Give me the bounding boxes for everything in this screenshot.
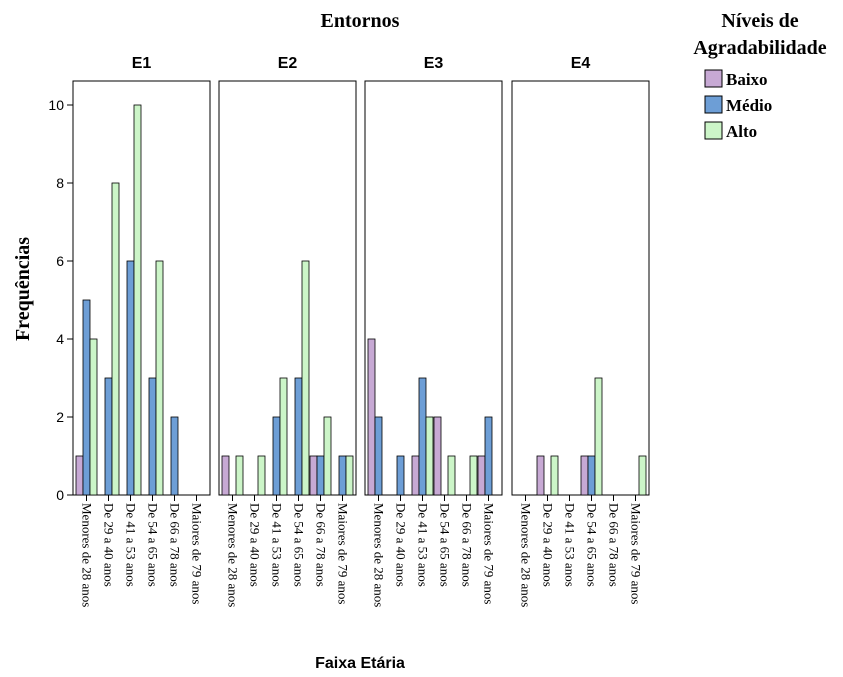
bar-e2-alto: [235, 455, 244, 496]
bar-e4-baixo: [580, 455, 589, 496]
legend-title-line2: Agradabilidade: [693, 37, 826, 59]
legend-title-line1: Níveis de: [721, 10, 798, 32]
x-tick-label: De 66 a 78 anos: [607, 503, 622, 587]
x-tick-label: Maiores de 79 anos: [190, 503, 205, 604]
bar-e2-alto: [279, 377, 288, 496]
legend-swatch-alto: [704, 121, 723, 140]
x-tick-label: De 29 a 40 anos: [541, 503, 556, 587]
bar-e4-alto: [594, 377, 603, 496]
bar-e1-alto: [133, 104, 142, 496]
legend-swatch-medio: [704, 95, 723, 114]
x-tick-label: De 41 a 53 anos: [416, 503, 431, 587]
x-tick-label: Menores de 28 anos: [519, 503, 534, 607]
bar-e2-alto: [257, 455, 266, 496]
bar-e1-baixo: [75, 455, 84, 496]
bar-e3-baixo: [367, 338, 376, 496]
y-tick-label: 6: [56, 253, 64, 269]
bar-e2-medio: [316, 455, 325, 496]
bar-e2-alto: [323, 416, 332, 496]
x-tick-label: De 54 a 65 anos: [585, 503, 600, 587]
bar-e3-medio: [396, 455, 405, 496]
bar-e4-baixo: [536, 455, 545, 496]
bar-e2-baixo: [309, 455, 318, 496]
x-tick-label: De 29 a 40 anos: [248, 503, 263, 587]
bar-e4-alto: [550, 455, 559, 496]
bar-e1-medio: [148, 377, 157, 496]
x-tick-label: Menores de 28 anos: [80, 503, 95, 607]
bar-e4-medio: [587, 455, 596, 496]
bar-e3-medio: [374, 416, 383, 496]
y-tick-label: 4: [56, 331, 64, 347]
legend-label-medio: Médio: [726, 96, 772, 115]
bar-e3-baixo: [477, 455, 486, 496]
chart-title: Entornos: [321, 10, 400, 32]
bar-e3-baixo: [433, 416, 442, 496]
bar-e1-alto: [155, 260, 164, 496]
y-tick-label: 8: [56, 175, 64, 191]
bar-e1-medio: [104, 377, 113, 496]
bar-e1-medio: [126, 260, 135, 496]
x-tick-label: De 41 a 53 anos: [124, 503, 139, 587]
x-tick-label: De 54 a 65 anos: [292, 503, 307, 587]
legend-label-alto: Alto: [726, 122, 757, 141]
panel-frame-e1: [72, 80, 211, 496]
bar-e2-alto: [345, 455, 354, 496]
x-tick-label: Menores de 28 anos: [372, 503, 387, 607]
x-tick-label: Maiores de 79 anos: [336, 503, 351, 604]
panel-e1: E1 Menores de 28 anos De 29 a 40 anos De 41…: [72, 55, 211, 607]
x-tick-label: De 54 a 65 anos: [438, 503, 453, 587]
x-tick-label: De 41 a 53 anos: [270, 503, 285, 587]
bar-e2-alto: [301, 260, 310, 496]
y-axis-label: Frequências: [12, 237, 34, 341]
panel-title-e4: E4: [571, 55, 591, 72]
bar-e2-medio: [294, 377, 303, 496]
bar-e2-medio: [338, 455, 347, 496]
x-tick-label: De 29 a 40 anos: [102, 503, 117, 587]
legend-swatch-baixo: [704, 69, 723, 88]
bar-e3-medio: [484, 416, 493, 496]
x-tick-label: De 66 a 78 anos: [314, 503, 329, 587]
bar-e4-alto: [638, 455, 647, 496]
bar-e3-alto: [469, 455, 478, 496]
x-tick-label: Menores de 28 anos: [226, 503, 241, 607]
panel-title-e1: E1: [132, 55, 152, 72]
panel-e2: E2 Menores de 28 anos De 29 a 40 anos De 41…: [218, 55, 357, 607]
x-tick-label: De 54 a 65 anos: [146, 503, 161, 587]
legend-label-baixo: Baixo: [726, 70, 768, 89]
bar-e3-baixo: [411, 455, 420, 496]
x-tick-label: De 66 a 78 anos: [460, 503, 475, 587]
panel-title-e2: E2: [278, 55, 298, 72]
bar-e1-medio: [82, 299, 91, 496]
x-tick-label: De 41 a 53 anos: [563, 503, 578, 587]
x-axis-label: Faixa Etária: [315, 655, 405, 672]
panel-frame-e4: [511, 80, 650, 496]
panel-frame-e2: [218, 80, 357, 496]
bar-e3-alto: [425, 416, 434, 496]
bar-e3-medio: [418, 377, 427, 496]
panel-frame-e3: [364, 80, 503, 496]
panel-title-e3: E3: [424, 55, 444, 72]
bar-e3-alto: [447, 455, 456, 496]
y-tick-label: 0: [56, 487, 64, 503]
bar-e1-alto: [111, 182, 120, 496]
x-tick-label: Maiores de 79 anos: [629, 503, 644, 604]
bar-e1-alto: [89, 338, 98, 496]
x-tick-label: De 29 a 40 anos: [394, 503, 409, 587]
bar-e2-medio: [272, 416, 281, 496]
y-tick-label: 2: [56, 409, 64, 425]
panel-e4: E4 Menores de 28 anos De 29 a 40 anos De 41…: [511, 55, 650, 607]
panel-e3: E3 Menores de 28 anos De 29 a 40 anos De 41…: [364, 55, 503, 607]
y-tick-label: 10: [48, 97, 64, 113]
x-tick-label: De 66 a 78 anos: [168, 503, 183, 587]
legend: Níveis de Agradabilidade Baixo Médio Alto: [693, 10, 826, 141]
plot-area: 0 2 4 6 8 10 E1 Menores de 28 anos De 29 a 40 an…: [48, 55, 650, 607]
x-tick-label: Maiores de 79 anos: [482, 503, 497, 604]
bar-e2-baixo: [221, 455, 230, 496]
bar-e1-medio: [170, 416, 179, 496]
